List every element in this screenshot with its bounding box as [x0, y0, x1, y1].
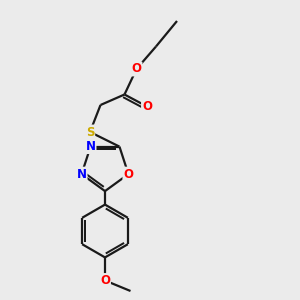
Text: N: N — [76, 168, 87, 181]
Text: S: S — [86, 125, 94, 139]
Text: O: O — [142, 100, 152, 113]
Text: O: O — [123, 168, 134, 181]
Text: O: O — [131, 62, 142, 76]
Text: O: O — [100, 274, 110, 287]
Text: N: N — [85, 140, 95, 153]
